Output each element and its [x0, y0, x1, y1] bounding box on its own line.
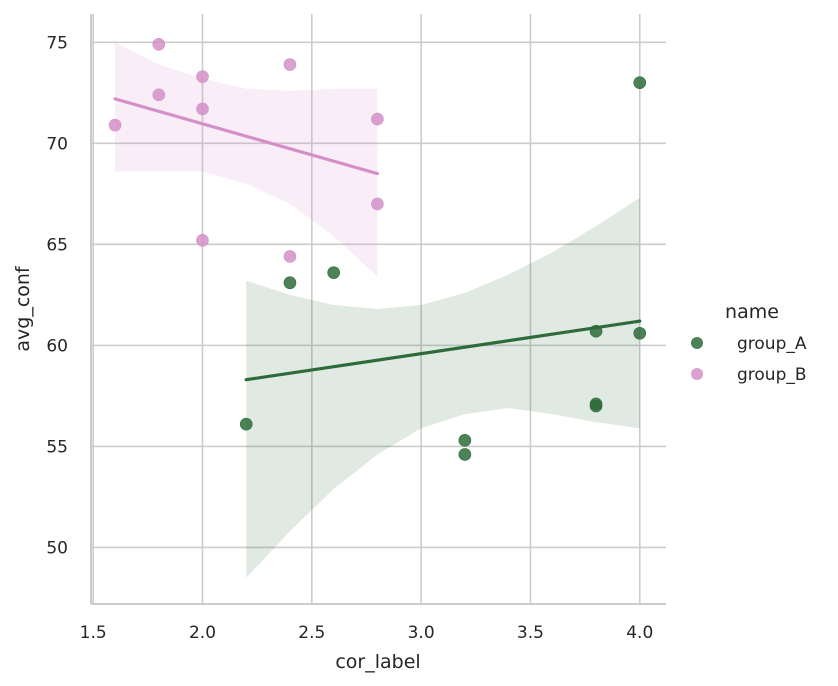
x-tick-label: 3.0	[408, 623, 435, 643]
y-tick-label: 70	[46, 134, 68, 154]
x-axis-label: cor_label	[335, 651, 420, 673]
data-point-group_B	[152, 88, 166, 102]
x-tick-label: 3.5	[517, 623, 544, 643]
axes	[90, 14, 666, 605]
y-tick-label: 60	[46, 336, 68, 356]
scatter-points	[108, 38, 647, 461]
x-tick-label: 1.5	[80, 623, 107, 643]
legend-label-group_A: group_A	[737, 334, 807, 354]
data-point-group_B	[283, 250, 297, 263]
legend-label-group_B: group_B	[737, 365, 807, 385]
regression-line-group_B	[113, 97, 380, 176]
data-point-group_A	[239, 417, 253, 431]
ci-band-group_A	[246, 197, 640, 578]
data-point-group_A	[633, 76, 647, 89]
data-point-group_A	[589, 399, 603, 413]
confidence-bands	[115, 42, 640, 578]
data-point-group_A	[633, 326, 647, 340]
data-point-group_B	[371, 197, 384, 211]
legend: name group_A group_B	[691, 301, 807, 385]
data-point-group_B	[108, 118, 122, 132]
legend-marker-group_A	[691, 337, 703, 349]
x-tick-label: 2.0	[189, 623, 216, 643]
legend-marker-group_B	[691, 368, 703, 380]
data-point-group_B	[196, 234, 209, 247]
data-point-group_B	[196, 70, 209, 83]
data-point-group_B	[371, 112, 384, 126]
data-point-group_A	[458, 434, 472, 447]
ci-band-group_B	[115, 42, 378, 277]
y-tick-label: 65	[46, 235, 68, 255]
data-point-group_A	[589, 324, 603, 338]
y-tick-label: 75	[46, 33, 68, 53]
y-tick-label: 55	[46, 437, 68, 457]
legend-title: name	[725, 301, 779, 323]
regression-line-group_A	[244, 319, 642, 382]
y-axis-label: avg_conf	[12, 265, 34, 352]
data-point-group_A	[458, 448, 472, 461]
x-tick-label: 2.5	[298, 623, 325, 643]
y-tick-label: 50	[46, 538, 68, 558]
x-tick-label: 4.0	[626, 623, 653, 643]
tick-labels: 1.5 2.0 2.5 3.0 3.5 4.0 50 55 60 65 70 75	[46, 33, 653, 643]
data-point-group_B	[152, 38, 166, 51]
data-point-group_B	[283, 58, 297, 71]
data-point-group_A	[327, 266, 340, 279]
data-point-group_A	[283, 276, 297, 290]
regression-lines	[113, 97, 642, 382]
data-point-group_B	[196, 102, 209, 116]
